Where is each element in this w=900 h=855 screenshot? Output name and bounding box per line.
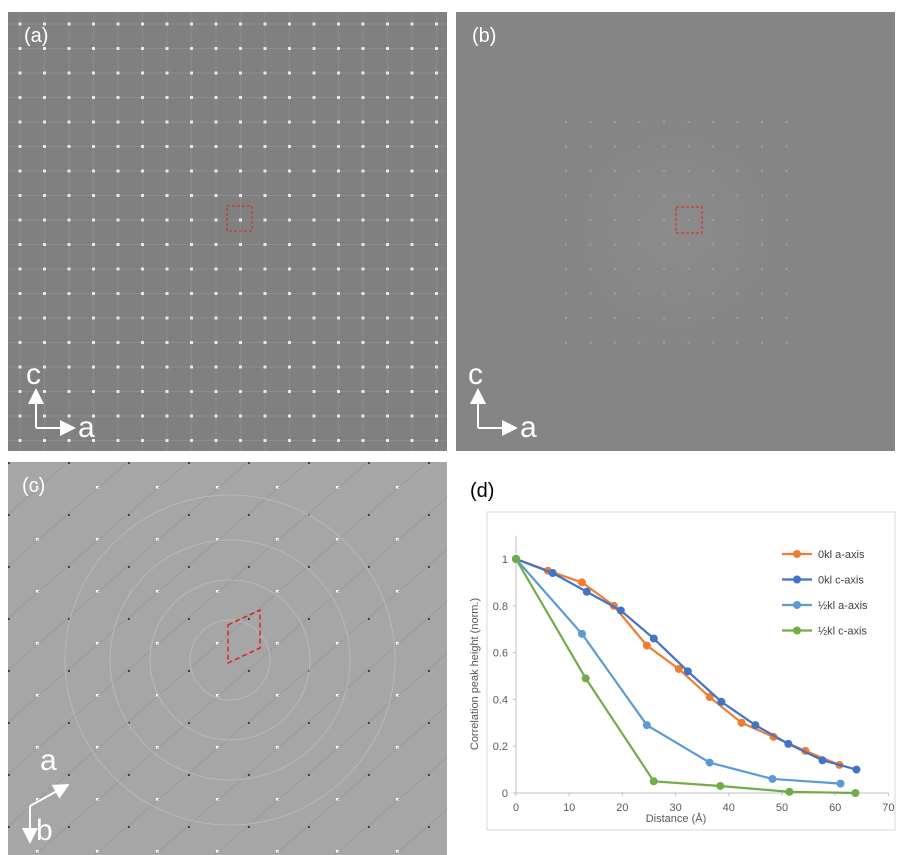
point — [705, 758, 714, 767]
y-tick-label: 1 — [502, 554, 508, 566]
legend-marker — [793, 575, 801, 584]
x-axis-label: Distance (Å) — [646, 812, 707, 825]
x-tick-label: 10 — [563, 802, 575, 814]
axis-label: c — [26, 358, 41, 391]
point — [642, 641, 651, 650]
point — [674, 664, 683, 673]
x-tick-label: 70 — [882, 802, 894, 814]
point — [582, 587, 591, 596]
rings — [64, 494, 396, 826]
point — [717, 697, 726, 706]
y-tick-label: 0.2 — [493, 741, 508, 753]
image-glow — [456, 12, 895, 451]
point — [683, 667, 692, 676]
x-tick-label: 30 — [669, 802, 681, 814]
point — [716, 781, 725, 790]
y-tick-label: 0.6 — [493, 648, 508, 660]
y-tick-label: 0 — [502, 788, 508, 800]
axis-label: c — [468, 358, 483, 391]
panel-label: (b) — [472, 25, 496, 47]
legend-marker — [793, 601, 801, 609]
point — [751, 721, 760, 730]
unit-cell — [227, 608, 261, 665]
x-tick-label: 60 — [829, 802, 841, 814]
panel-label: (c) — [22, 475, 45, 497]
point — [851, 789, 860, 797]
point — [737, 718, 746, 727]
x-tick-label: 40 — [723, 802, 735, 814]
x-tick-label: 50 — [776, 802, 788, 814]
point — [512, 555, 520, 563]
legend-marker — [793, 626, 801, 635]
point — [784, 739, 793, 748]
panel-label: (d) — [470, 480, 494, 502]
x-tick-label: 20 — [616, 802, 628, 814]
y-tick-label: 0.8 — [493, 601, 508, 613]
series-line — [515, 558, 841, 785]
x-tick-label: 0 — [513, 802, 519, 814]
point — [818, 756, 827, 765]
point — [649, 634, 658, 643]
point — [852, 765, 861, 774]
panel-c: (c) a b — [8, 462, 447, 855]
axis-label: a — [520, 411, 537, 444]
image — [8, 12, 447, 451]
legend-marker — [793, 550, 801, 558]
axis-arrow — [29, 784, 70, 807]
point — [649, 777, 658, 786]
point — [548, 569, 557, 578]
panel-b: (b) c a — [456, 12, 895, 451]
axis-label: a — [78, 411, 95, 444]
point — [581, 674, 590, 683]
axis-label: b — [36, 814, 53, 847]
legend-label: ½kl a-axis — [818, 600, 868, 612]
legend-label: ½kl c-axis — [818, 626, 867, 638]
point — [577, 629, 586, 638]
unit-cell — [226, 205, 253, 232]
point — [577, 578, 586, 587]
y-axis-label: Correlation peak height (norm.) — [469, 598, 481, 750]
legend-label: 0kl a-axis — [818, 549, 865, 561]
point — [836, 779, 845, 788]
series-line — [515, 558, 856, 795]
unit-cell — [675, 206, 703, 234]
point — [785, 787, 794, 796]
panel-label: (a) — [24, 25, 48, 47]
point — [616, 606, 625, 615]
panel-a: (a) c a — [8, 12, 447, 451]
point — [768, 774, 777, 783]
point — [705, 693, 714, 702]
point — [642, 721, 651, 730]
legend-label: 0kl c-axis — [818, 575, 864, 587]
axis-label: a — [40, 744, 57, 777]
y-tick-label: 0.4 — [493, 694, 508, 706]
